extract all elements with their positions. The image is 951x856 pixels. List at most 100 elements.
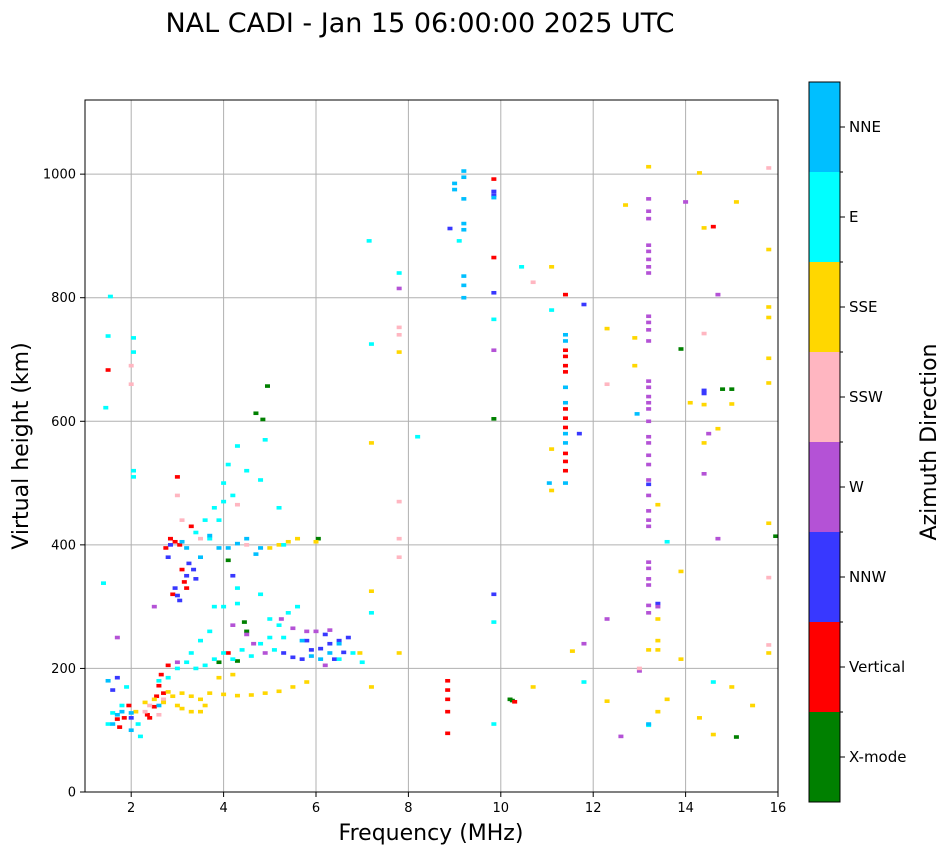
data-point (655, 601, 661, 606)
data-point (262, 438, 268, 442)
data-point (655, 604, 661, 609)
data-point (304, 638, 310, 643)
data-point (128, 728, 134, 733)
data-point (710, 680, 716, 684)
data-point (720, 387, 726, 391)
data-point (366, 239, 372, 243)
data-point (295, 536, 301, 541)
data-point (267, 546, 273, 550)
data-point (678, 569, 684, 574)
data-point (445, 678, 451, 683)
data-point (576, 431, 582, 436)
data-point (221, 692, 227, 697)
data-point (396, 350, 402, 354)
data-point (193, 577, 199, 581)
data-point (202, 663, 208, 668)
data-point (562, 441, 568, 445)
data-point (221, 604, 227, 609)
data-point (184, 546, 190, 550)
data-point (304, 629, 310, 634)
x-axis-label: Frequency (MHz) (339, 821, 524, 846)
data-point (646, 314, 652, 319)
data-point (646, 462, 652, 467)
data-point (165, 663, 171, 668)
data-point (766, 575, 772, 580)
data-point (696, 716, 702, 720)
data-point (336, 641, 342, 646)
data-point (202, 703, 208, 708)
data-point (562, 481, 568, 485)
data-point (179, 691, 185, 695)
data-point (636, 669, 642, 673)
data-point (131, 475, 137, 479)
data-point (198, 697, 203, 702)
data-point (646, 560, 652, 564)
data-point (322, 632, 328, 637)
data-point (184, 660, 190, 665)
data-point (100, 581, 106, 585)
data-point (646, 339, 652, 343)
data-point (646, 603, 652, 608)
data-point (144, 712, 150, 717)
data-point (230, 623, 236, 627)
data-point (126, 703, 132, 708)
data-point (184, 573, 190, 578)
data-point (105, 368, 111, 372)
data-point (251, 641, 257, 646)
data-point (193, 530, 199, 535)
data-point (766, 166, 772, 170)
colorbar-frame (808, 81, 841, 803)
data-point (207, 691, 213, 695)
data-point (678, 657, 684, 661)
data-point (634, 412, 640, 416)
data-point (687, 400, 693, 405)
data-point (230, 672, 236, 677)
data-point (562, 354, 568, 359)
data-point (706, 431, 712, 436)
data-point (491, 348, 497, 353)
data-point (230, 573, 236, 578)
data-point (636, 666, 642, 671)
y-tick-label: 400 (51, 538, 76, 553)
data-point (512, 699, 518, 704)
data-point (262, 691, 268, 695)
plot-frame (84, 99, 779, 793)
data-point (121, 716, 127, 720)
data-point (646, 164, 652, 169)
y-tick-label: 600 (51, 415, 76, 430)
data-point (773, 534, 779, 539)
data-point (179, 539, 185, 544)
data-point (646, 577, 652, 581)
data-point (646, 493, 652, 498)
data-point (646, 509, 652, 513)
data-point (131, 336, 137, 340)
data-point (549, 265, 555, 269)
data-point (710, 732, 716, 737)
x-tick-label: 12 (585, 801, 602, 816)
data-point (170, 694, 176, 699)
data-point (216, 660, 222, 665)
data-point (562, 431, 568, 436)
data-point (299, 638, 305, 643)
data-point (181, 580, 187, 584)
data-point (216, 518, 222, 522)
data-point (119, 703, 125, 708)
data-point (313, 539, 319, 544)
data-point (562, 425, 568, 430)
data-point (562, 468, 568, 473)
data-point (715, 536, 721, 541)
data-point (604, 382, 610, 387)
data-point (133, 709, 139, 714)
data-point (766, 315, 772, 320)
data-point (299, 657, 305, 661)
data-point (655, 648, 661, 652)
data-point (646, 394, 652, 399)
data-point (137, 734, 143, 739)
colorbar-segment (809, 622, 840, 712)
data-point (174, 475, 180, 479)
data-point (562, 459, 568, 464)
data-point (128, 363, 134, 368)
data-point (549, 488, 555, 493)
data-point (174, 593, 180, 598)
data-point (646, 434, 652, 439)
